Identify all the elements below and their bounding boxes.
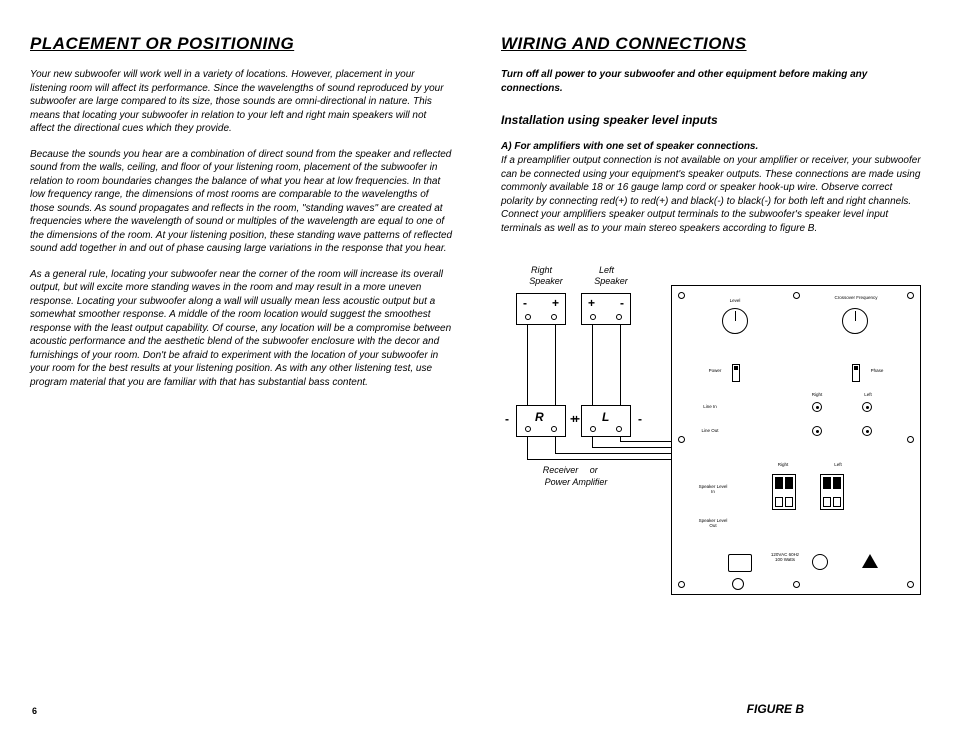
minus-sign: - [523,296,527,310]
terminal-hole [525,314,531,320]
wire [527,325,528,405]
right-column: WIRING AND CONNECTIONS Turn off all powe… [501,34,924,718]
section-a-body: If a preamplifier output connection is n… [501,154,924,235]
wire [592,325,593,405]
rca-jack [862,402,872,412]
minus-sign: - [638,412,642,426]
plus-sign: + [573,412,580,426]
wiring-title: WIRING AND CONNECTIONS [501,34,924,54]
binding-post-left [820,474,844,510]
left-speaker-terminal: + - [581,293,631,325]
wiring-warning: Turn off all power to your subwoofer and… [501,68,924,95]
screw-icon [678,581,685,588]
phase-toggle [852,364,860,382]
screw-icon [907,292,914,299]
placement-title: PLACEMENT OR POSITIONING [30,34,453,54]
level-label: Level [722,298,748,303]
receiver-r-terminal: - R + [516,405,566,437]
rca-jack [812,402,822,412]
spk-in-label: Speaker Level In [698,484,728,494]
warning-triangle-icon [862,554,878,568]
wire [620,325,621,405]
right-speaker-terminal: - + [516,293,566,325]
figure-b-wrap: Right Speaker Left Speaker - + + - [501,265,924,718]
figure-caption: FIGURE B [747,702,804,716]
phase-label: Phase [864,368,890,373]
screw-icon [907,436,914,443]
left-speaker-label: Left Speaker [586,265,636,287]
level-knob [722,308,748,334]
right-label: Right [806,392,828,397]
receiver-label: Receiver or Power Amplifier [531,465,621,488]
binding-post-right [772,474,796,510]
minus-sign: - [505,412,509,426]
line-in-label: Line In [700,404,720,409]
install-subtitle: Installation using speaker level inputs [501,113,924,127]
section-a-heading: A) For amplifiers with one set of speake… [501,141,924,152]
plus-sign: + [552,296,559,310]
left-column: PLACEMENT OR POSITIONING Your new subwoo… [30,34,453,718]
screw-icon [793,292,800,299]
power-label: Power [702,368,728,373]
figure-b-diagram: Right Speaker Left Speaker - + + - [501,265,921,625]
wire [592,437,593,447]
wire [555,437,556,453]
terminal-hole [525,426,531,432]
placement-para-1: Your new subwoofer will work well in a v… [30,68,453,136]
line-out-label: Line Out [700,428,720,433]
wire [527,437,528,459]
terminal-hole [616,314,622,320]
ul-mark-icon [732,578,744,590]
terminal-hole [616,426,622,432]
page-number: 6 [32,706,37,716]
iec-inlet-icon [728,554,752,572]
receiver-r-label: R [535,410,544,424]
wire [555,325,556,405]
screw-icon [907,581,914,588]
terminal-hole [590,314,596,320]
power-toggle [732,364,740,382]
plus-sign: + [588,296,595,310]
left-label: Left [828,462,848,467]
rca-jack [862,426,872,436]
subwoofer-amp-panel: Level Crossover Frequency Power Phase Li… [671,285,921,595]
terminal-hole [551,314,557,320]
terminal-hole [551,426,557,432]
spk-out-label: Speaker Level Out [698,518,728,528]
voltage-label: 120VAC 60Hz 100 Watts [768,552,802,562]
right-speaker-label: Right Speaker [521,265,571,287]
receiver-l-terminal: + L - [581,405,631,437]
fuse-icon [812,554,828,570]
crossover-knob [842,308,868,334]
screw-icon [678,292,685,299]
right-label: Right [772,462,794,467]
receiver-l-label: L [602,410,609,424]
placement-para-3: As a general rule, locating your subwoof… [30,268,453,390]
crossover-label: Crossover Frequency [834,295,878,300]
rca-jack [812,426,822,436]
screw-icon [793,581,800,588]
minus-sign: - [620,296,624,310]
left-label: Left [858,392,878,397]
terminal-hole [590,426,596,432]
placement-para-2: Because the sounds you hear are a combin… [30,148,453,256]
screw-icon [678,436,685,443]
